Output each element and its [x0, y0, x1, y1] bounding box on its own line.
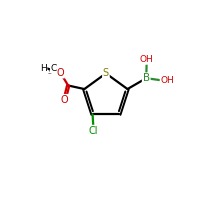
Text: C: C: [50, 64, 57, 73]
Text: O: O: [56, 68, 64, 78]
Text: B: B: [143, 73, 150, 83]
Text: O: O: [61, 95, 68, 105]
Text: 3: 3: [47, 70, 51, 75]
Text: H: H: [40, 64, 47, 73]
Text: OH: OH: [160, 76, 174, 85]
Text: Cl: Cl: [89, 126, 98, 136]
Text: OH: OH: [140, 55, 153, 64]
Text: S: S: [103, 68, 109, 78]
